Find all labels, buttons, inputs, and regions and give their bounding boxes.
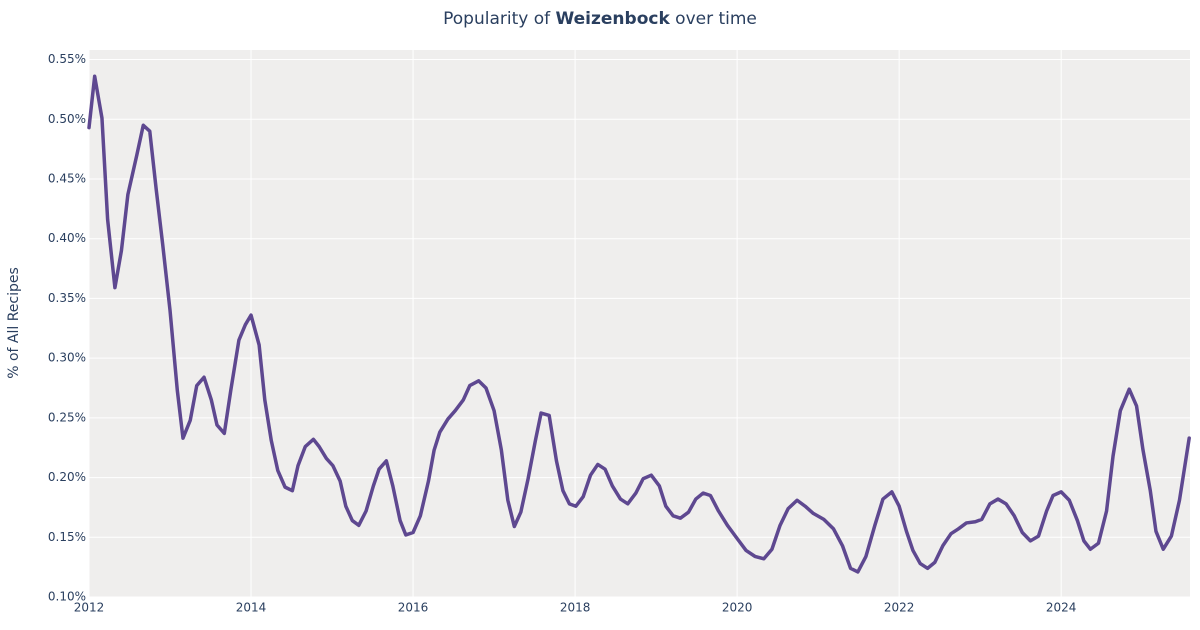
y-tick-label: 0.20% xyxy=(48,470,86,484)
y-axis-title: % of All Recipes xyxy=(6,267,22,379)
x-tick-label: 2024 xyxy=(1046,601,1077,615)
title-part: Popularity of xyxy=(443,9,555,29)
y-tick-label: 0.35% xyxy=(48,291,86,305)
y-tick-label: 0.45% xyxy=(48,171,86,185)
title-part: over time xyxy=(670,9,757,29)
x-tick-label: 2016 xyxy=(398,601,429,615)
chart-title: Popularity of Weizenbock over time xyxy=(443,9,757,29)
x-tick-label: 2022 xyxy=(884,601,915,615)
y-tick-label: 0.40% xyxy=(48,231,86,245)
y-tick-label: 0.15% xyxy=(48,530,86,544)
title-part: Weizenbock xyxy=(556,9,671,29)
y-tick-label: 0.10% xyxy=(48,590,86,604)
x-tick-label: 2012 xyxy=(74,601,105,615)
x-tick-label: 2020 xyxy=(722,601,753,615)
y-tick-label: 0.25% xyxy=(48,410,86,424)
line-series xyxy=(87,74,1191,574)
x-tick-label: 2014 xyxy=(236,601,267,615)
y-tick-label: 0.50% xyxy=(48,112,86,126)
x-tick-label: 2018 xyxy=(560,601,591,615)
y-tick-label: 0.55% xyxy=(48,52,86,66)
y-tick-label: 0.30% xyxy=(48,351,86,365)
